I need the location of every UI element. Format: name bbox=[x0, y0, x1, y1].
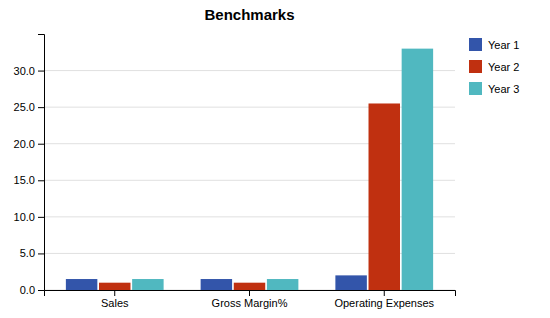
y-tick: 5.0 bbox=[20, 247, 44, 259]
bar bbox=[267, 279, 298, 290]
tick-label: 5.0 bbox=[20, 247, 35, 259]
bars bbox=[66, 49, 433, 290]
chart: Benchmarks 0.0 5.0 10.0 15.0 20.0 25.0 30.0 Sale… bbox=[0, 0, 550, 318]
bar bbox=[132, 279, 163, 290]
x-tick: Sales bbox=[101, 290, 129, 309]
bar bbox=[335, 275, 366, 290]
bar bbox=[402, 49, 433, 290]
y-axis: 0.0 5.0 10.0 15.0 20.0 25.0 30.0 bbox=[14, 35, 45, 297]
bar bbox=[99, 283, 130, 290]
tick-mark bbox=[38, 290, 44, 291]
x-axis: Sales Gross Margin% Operating Expenses bbox=[45, 290, 456, 309]
tick-label: 15.0 bbox=[14, 174, 35, 186]
legend: Year 1 Year 2 Year 3 bbox=[469, 38, 519, 95]
tick-mark bbox=[249, 290, 250, 296]
y-tick: 25.0 bbox=[14, 101, 44, 113]
tick-label: Sales bbox=[101, 297, 129, 309]
y-tick: 10.0 bbox=[14, 211, 44, 223]
legend-label: Year 1 bbox=[488, 39, 519, 51]
tick-mark bbox=[38, 180, 44, 181]
legend-swatch bbox=[469, 60, 482, 73]
tick-label: 30.0 bbox=[14, 65, 35, 77]
grid-line bbox=[44, 70, 455, 71]
tick-mark bbox=[384, 290, 385, 296]
y-tick: 15.0 bbox=[14, 174, 44, 186]
legend-label: Year 2 bbox=[488, 61, 519, 73]
legend-item: Year 2 bbox=[469, 60, 519, 73]
tick-mark bbox=[38, 217, 44, 218]
legend-item: Year 1 bbox=[469, 38, 519, 51]
tick-mark bbox=[38, 144, 44, 145]
bar bbox=[66, 279, 97, 290]
x-tick: Operating Expenses bbox=[334, 290, 434, 309]
tick-label: 25.0 bbox=[14, 101, 35, 113]
y-tick: 20.0 bbox=[14, 138, 44, 150]
tick-label: 0.0 bbox=[20, 284, 35, 296]
x-tick: Gross Margin% bbox=[212, 290, 288, 309]
legend-swatch bbox=[469, 38, 482, 51]
y-tick: 0.0 bbox=[20, 284, 44, 296]
axis-line bbox=[38, 35, 45, 291]
bar bbox=[234, 283, 265, 290]
tick-label: 20.0 bbox=[14, 138, 35, 150]
bar bbox=[369, 103, 400, 290]
tick-mark bbox=[38, 253, 44, 254]
legend-swatch bbox=[469, 82, 482, 95]
tick-mark bbox=[38, 71, 44, 72]
tick-mark bbox=[114, 290, 115, 296]
tick-label: Operating Expenses bbox=[334, 297, 434, 309]
legend-label: Year 3 bbox=[488, 83, 519, 95]
title: Benchmarks bbox=[204, 6, 294, 23]
tick-mark bbox=[38, 107, 44, 108]
tick-label: 10.0 bbox=[14, 211, 35, 223]
plot: 0.0 5.0 10.0 15.0 20.0 25.0 30.0 Sales Gross Mar… bbox=[14, 35, 456, 309]
bar bbox=[201, 279, 232, 290]
grid bbox=[44, 71, 455, 290]
y-tick: 30.0 bbox=[14, 65, 44, 77]
tick-label: Gross Margin% bbox=[212, 297, 288, 309]
axis-line bbox=[45, 291, 456, 297]
legend-item: Year 3 bbox=[469, 82, 519, 95]
